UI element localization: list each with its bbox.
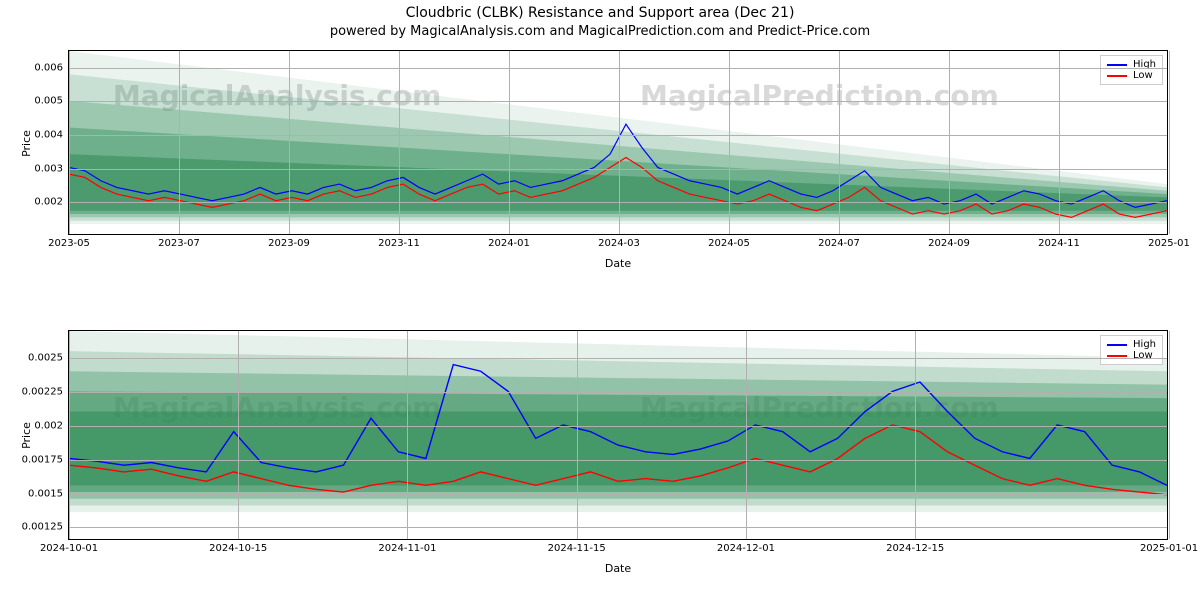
ytick: 0.002 <box>34 197 69 208</box>
top-xlabel: Date <box>68 257 1168 270</box>
ytick: 0.005 <box>34 96 69 107</box>
legend-swatch-high <box>1107 64 1127 66</box>
ytick: 0.002 <box>34 420 69 431</box>
xtick: 2024-01 <box>488 234 530 249</box>
xtick: 2024-11 <box>1038 234 1080 249</box>
xtick: 2024-03 <box>598 234 640 249</box>
legend-label-low: Low <box>1133 70 1153 81</box>
xtick: 2024-09 <box>928 234 970 249</box>
legend-high: High <box>1107 339 1156 350</box>
top-ylabel: Price <box>20 130 33 157</box>
legend-low: Low <box>1107 350 1156 361</box>
xtick: 2025-01 <box>1148 234 1190 249</box>
ytick: 0.006 <box>34 62 69 73</box>
top-chart: MagicalAnalysis.com MagicalPrediction.co… <box>68 50 1168 235</box>
ytick: 0.00225 <box>22 386 69 397</box>
xtick: 2024-11-01 <box>378 539 436 554</box>
ytick: 0.003 <box>34 163 69 174</box>
bottom-chart-svg <box>69 331 1167 539</box>
xtick: 2024-10-01 <box>40 539 98 554</box>
legend-swatch-low <box>1107 75 1127 77</box>
ytick: 0.00125 <box>22 522 69 533</box>
chart-title: Cloudbric (CLBK) Resistance and Support … <box>0 5 1200 21</box>
xtick: 2024-11-15 <box>548 539 606 554</box>
xtick: 2024-12-15 <box>886 539 944 554</box>
top-chart-svg <box>69 51 1167 234</box>
legend: High Low <box>1100 335 1163 365</box>
bottom-ylabel: Price <box>20 422 33 449</box>
xtick: 2024-12-01 <box>717 539 775 554</box>
xtick: 2024-10-15 <box>209 539 267 554</box>
bottom-chart: MagicalAnalysis.com MagicalPrediction.co… <box>68 330 1168 540</box>
xtick: 2024-05 <box>708 234 750 249</box>
ytick: 0.00175 <box>22 454 69 465</box>
xtick: 2023-05 <box>48 234 90 249</box>
legend-label-low: Low <box>1133 350 1153 361</box>
xtick: 2023-09 <box>268 234 310 249</box>
figure: Cloudbric (CLBK) Resistance and Support … <box>0 0 1200 600</box>
xtick: 2024-07 <box>818 234 860 249</box>
legend-low: Low <box>1107 70 1156 81</box>
ytick: 0.0015 <box>28 488 69 499</box>
xtick: 2025-01-01 <box>1140 539 1198 554</box>
legend-label-high: High <box>1133 339 1156 350</box>
legend: High Low <box>1100 55 1163 85</box>
legend-swatch-low <box>1107 355 1127 357</box>
chart-subtitle: powered by MagicalAnalysis.com and Magic… <box>0 24 1200 39</box>
bottom-xlabel: Date <box>68 562 1168 575</box>
legend-swatch-high <box>1107 344 1127 346</box>
xtick: 2023-07 <box>158 234 200 249</box>
ytick: 0.004 <box>34 130 69 141</box>
ytick: 0.0025 <box>28 353 69 364</box>
xtick: 2023-11 <box>378 234 420 249</box>
